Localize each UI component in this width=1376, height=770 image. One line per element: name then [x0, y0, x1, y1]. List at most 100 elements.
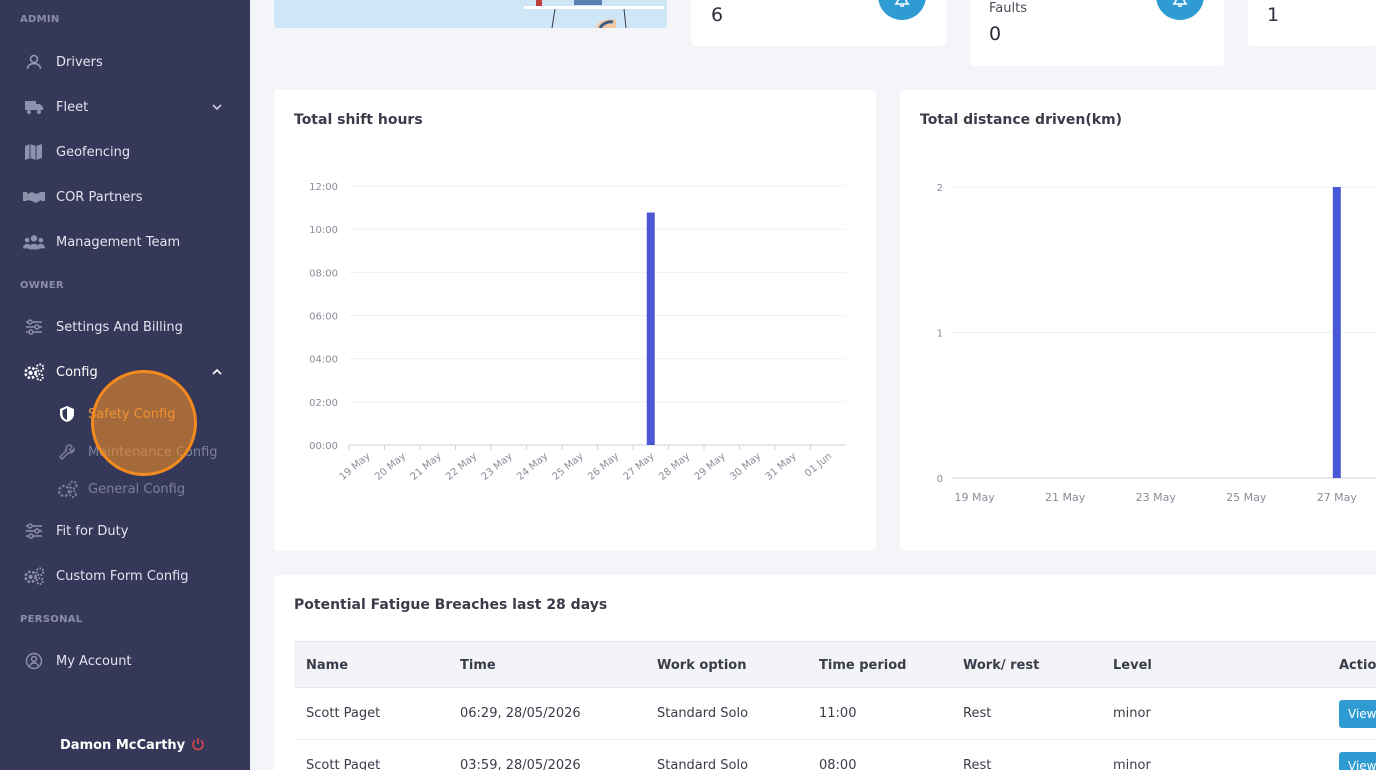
bar [1332, 187, 1341, 478]
sidebar-item-safety-config[interactable]: Safety Config [0, 396, 250, 432]
sidebar-item-label: Settings And Billing [56, 319, 183, 335]
power-icon[interactable] [191, 736, 205, 755]
column-header[interactable]: Name [306, 658, 349, 673]
sliders-icon [23, 521, 45, 541]
view-button[interactable]: View [1339, 752, 1376, 770]
column-header[interactable]: Work/ rest [963, 658, 1040, 673]
y-tick-label: 06:00 [309, 312, 338, 323]
sidebar-item-custom-form-config[interactable]: Custom Form Config [0, 558, 250, 594]
x-tick-label: 31 May [764, 451, 799, 483]
x-tick-label: 27 May [1317, 491, 1358, 504]
x-tick-label: 26 May [586, 451, 621, 483]
sidebar-item-label: Geofencing [56, 144, 131, 160]
sidebar-item-label: Fit for Duty [56, 523, 129, 539]
gears-icon [23, 362, 45, 382]
cell-work-option: Standard Solo [657, 758, 749, 770]
chart-panel-shift-hours: Total shift hours 00:00 02:00 04:00 06:00 08… [274, 90, 876, 551]
cell-time-period: 11:00 [819, 706, 857, 721]
sidebar-item-label: General Config [88, 481, 186, 497]
sidebar-item-label: Fleet [56, 99, 89, 115]
sidebar-item-drivers[interactable]: Drivers [0, 44, 250, 80]
handshake-icon [23, 187, 45, 207]
x-tick-label: 25 May [551, 451, 586, 483]
user-name: Damon McCarthy [60, 738, 186, 753]
sidebar-item-label: Management Team [56, 234, 181, 250]
stat-label: Faults [989, 1, 1027, 16]
x-tick-label: 23 May [1136, 491, 1177, 504]
y-tick-label: 1 [937, 329, 943, 340]
stat-value: 6 [711, 4, 724, 26]
column-header[interactable]: Time period [819, 658, 907, 673]
chevron-up-icon [210, 364, 224, 378]
x-tick-label: 22 May [444, 451, 479, 483]
x-tick-label: 30 May [728, 451, 763, 483]
account-icon [23, 651, 45, 671]
shield-icon [56, 404, 78, 424]
sidebar-item-my-account[interactable]: My Account [0, 643, 250, 679]
sidebar-item-cor-partners[interactable]: COR Partners [0, 179, 250, 215]
x-tick-label: 24 May [515, 451, 550, 483]
sidebar-item-fleet[interactable]: Fleet [0, 89, 250, 125]
welcome-banner [274, 0, 667, 28]
column-header[interactable]: Actio [1339, 658, 1376, 673]
cell-level: minor [1113, 758, 1151, 770]
user-profile: Damon McCarthy [60, 736, 205, 755]
table-title: Potential Fatigue Breaches last 28 days [294, 597, 608, 613]
sidebar-item-fit-for-duty[interactable]: Fit for Duty [0, 513, 250, 549]
table-row: Scott Paget 06:29, 28/05/2026 Standard S… [294, 688, 1376, 740]
x-tick-label: 19 May [955, 491, 996, 504]
sidebar-item-label: COR Partners [56, 189, 143, 205]
chart-title: Total distance driven(km) [920, 112, 1123, 128]
banner-illustration [524, 0, 664, 28]
column-header[interactable]: Level [1113, 658, 1152, 673]
stat-value: 1 [1267, 4, 1280, 26]
y-tick-label: 08:00 [309, 268, 338, 279]
column-header[interactable]: Work option [657, 658, 747, 673]
sidebar-item-settings-billing[interactable]: Settings And Billing [0, 309, 250, 345]
bar [646, 212, 655, 445]
x-tick-label: 29 May [693, 451, 728, 483]
cell-name: Scott Paget [306, 758, 381, 770]
view-button[interactable]: View [1339, 700, 1376, 728]
column-header[interactable]: Time [460, 658, 496, 673]
users-icon [23, 232, 45, 252]
cell-work-rest: Rest [963, 758, 992, 770]
x-tick-label: 21 May [409, 451, 444, 483]
y-tick-label: 10:00 [309, 225, 338, 236]
stat-card-faults: Faults 0 [970, 0, 1224, 66]
sidebar-item-config[interactable]: Config [0, 354, 250, 390]
section-owner: OWNER [20, 280, 64, 291]
table-header: Name Time Work option Time period Work/ … [294, 641, 1376, 688]
wrench-icon [56, 442, 78, 462]
fatigue-breaches-panel: Potential Fatigue Breaches last 28 days … [274, 575, 1376, 770]
y-tick-label: 0 [937, 474, 943, 485]
section-personal: PERSONAL [20, 614, 83, 625]
cell-work-option: Standard Solo [657, 706, 749, 721]
x-tick-label: 25 May [1226, 491, 1267, 504]
stat-value: 0 [989, 23, 1002, 45]
stat-card-3: 1 [1248, 0, 1376, 46]
sidebar-item-label: My Account [56, 653, 132, 669]
sidebar-item-maintenance-config[interactable]: Maintenance Config [0, 434, 250, 470]
y-tick-label: 12:00 [309, 182, 338, 193]
gears-icon [23, 566, 45, 586]
y-tick-label: 02:00 [309, 398, 338, 409]
sidebar-item-label: Custom Form Config [56, 568, 189, 584]
x-tick-label: 20 May [373, 451, 408, 483]
sidebar-item-label: Safety Config [88, 406, 176, 422]
sidebar-item-label: Drivers [56, 54, 103, 70]
x-tick-label: 21 May [1045, 491, 1086, 504]
shift-hours-chart: 00:00 02:00 04:00 06:00 08:00 10:00 12:00 19 Ma… [309, 182, 846, 483]
truck-icon [23, 97, 45, 117]
sidebar-item-general-config[interactable]: General Config [0, 471, 250, 507]
cell-time-period: 08:00 [819, 758, 857, 770]
chart-title: Total shift hours [294, 112, 423, 128]
stat-card-1: 6 [691, 0, 946, 46]
cell-name: Scott Paget [306, 706, 381, 721]
x-tick-label: 01 Jun [803, 451, 834, 480]
sidebar-item-geofencing[interactable]: Geofencing [0, 134, 250, 170]
map-icon [23, 142, 45, 162]
bell-icon [878, 0, 926, 20]
sidebar-item-management-team[interactable]: Management Team [0, 224, 250, 260]
